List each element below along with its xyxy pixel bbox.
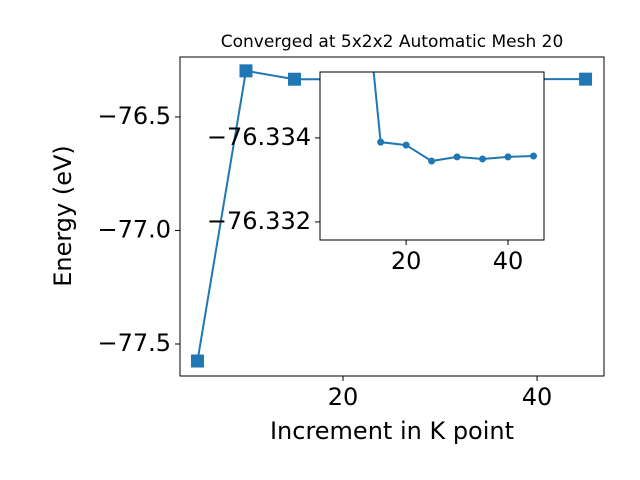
y-tick-label: −77.0 [97,215,171,243]
x-tick-label: 40 [522,383,553,411]
x-axis-label: Increment in K point [270,417,514,445]
plot-area [372,72,538,165]
data-point [479,155,487,163]
y-axis-label: Energy (eV) [49,145,77,287]
x-tick-label: 20 [328,383,359,411]
data-point [287,72,301,86]
data-line [372,72,534,163]
data-point [453,153,461,161]
data-point [402,141,410,149]
data-point [239,64,253,78]
y-tick-label: −76.5 [97,102,171,130]
axes-frame [179,56,605,377]
chart-title: Converged at 5x2x2 Automatic Mesh 20 [221,32,564,52]
y-tick-label: −76.334 [207,123,311,151]
axes-frame [319,71,545,241]
y-tick-label: −76.332 [207,207,311,235]
data-point [428,157,436,165]
data-point [579,72,593,86]
x-tick-label: 20 [391,247,422,275]
data-point [377,138,385,146]
y-tick-label: −77.5 [97,329,171,357]
x-tick-label: 40 [493,247,524,275]
data-point [530,152,538,160]
data-point [190,354,204,368]
data-point [504,153,512,161]
